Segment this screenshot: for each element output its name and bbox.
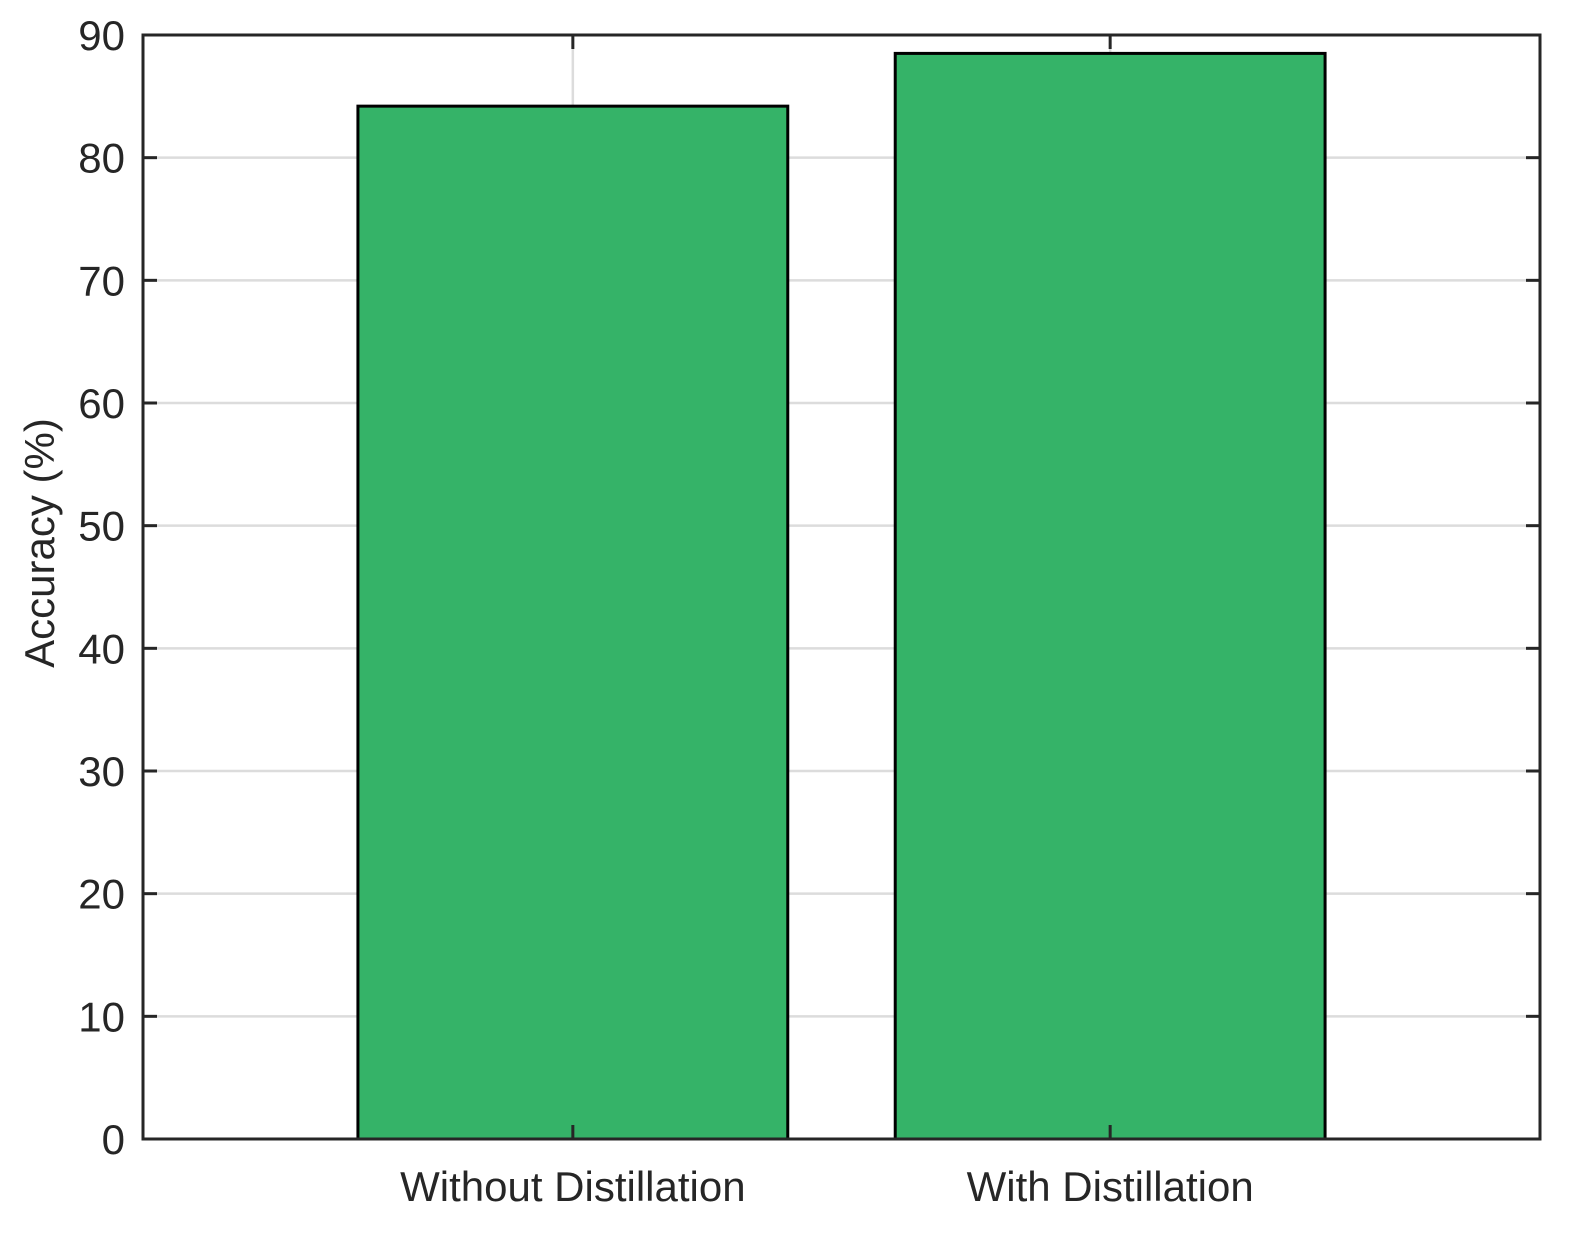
x-axis-tick-labels: Without Distillation With Distillation bbox=[400, 1163, 1254, 1210]
y-tick-label: 50 bbox=[78, 503, 125, 550]
y-tick-label: 80 bbox=[78, 135, 125, 182]
y-tick-label: 20 bbox=[78, 871, 125, 918]
plot-area-frame bbox=[141, 33, 1542, 1141]
x-tick-label: Without Distillation bbox=[400, 1163, 745, 1210]
bar-1 bbox=[356, 104, 790, 1141]
y-tick-label: 70 bbox=[78, 257, 125, 304]
y-tick-label: 30 bbox=[78, 748, 125, 795]
y-tick-label: 90 bbox=[78, 12, 125, 59]
y-tick-label: 60 bbox=[78, 380, 125, 427]
y-axis-tick-labels: 0 10 20 30 40 50 60 70 80 90 bbox=[78, 12, 125, 1163]
bar-2 bbox=[893, 51, 1327, 1141]
y-tick-label: 10 bbox=[78, 993, 125, 1040]
y-tick-label: 40 bbox=[78, 625, 125, 672]
y-tick-label: 0 bbox=[102, 1116, 125, 1163]
y-axis-label: Accuracy (%) bbox=[16, 418, 63, 668]
bars bbox=[356, 51, 1327, 1141]
x-tick-label: With Distillation bbox=[967, 1163, 1254, 1210]
